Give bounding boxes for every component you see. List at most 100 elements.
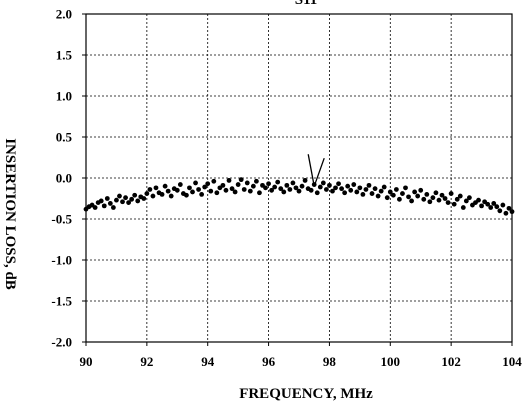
data-point [229, 186, 235, 192]
x-tick-labels: 90 92 94 96 98 100 102 104 [80, 342, 522, 369]
y-tick-labels: 2.0 1.5 1.0 0.5 0.0 -0.5 -1.0 -1.5 -2.0 [51, 7, 86, 350]
data-point [114, 197, 119, 203]
data-point [479, 203, 484, 209]
data-point [390, 192, 396, 198]
data-point [120, 199, 125, 205]
data-point [141, 196, 147, 201]
y-tick-label: 0.5 [56, 130, 73, 145]
data-point [193, 180, 198, 186]
data-point [184, 192, 189, 198]
data-point [460, 205, 466, 210]
x-tick-label: 96 [262, 354, 276, 369]
data-point [132, 192, 138, 198]
data-point [266, 181, 271, 187]
data-point [381, 184, 387, 190]
data-point [314, 190, 320, 196]
data-point [129, 196, 135, 202]
data-point [485, 201, 491, 207]
data-point [339, 186, 344, 192]
data-point [336, 181, 341, 187]
data-point [503, 210, 509, 216]
data-point [293, 185, 299, 191]
x-axis-title: FREQUENCY, MHz [239, 386, 373, 402]
data-point [302, 178, 308, 183]
data-point [351, 182, 357, 187]
data-point [330, 188, 335, 194]
y-tick-label: -1.0 [51, 253, 72, 268]
y-tick-label: 0.0 [56, 171, 72, 186]
data-point [393, 187, 399, 192]
data-point [467, 195, 472, 201]
data-point [98, 198, 104, 204]
data-point [241, 187, 247, 192]
data-point [463, 198, 469, 204]
chart-title: S11 [295, 0, 318, 8]
data-point [421, 196, 427, 202]
data-point [250, 183, 256, 189]
data-point [153, 185, 159, 191]
data-point [333, 185, 338, 191]
data-point [454, 196, 460, 202]
data-point [150, 193, 156, 199]
data-point [174, 187, 180, 193]
data-point [196, 187, 201, 192]
data-point [177, 182, 183, 187]
data-point [412, 189, 418, 195]
data-point [238, 177, 244, 183]
x-tick-label: 90 [80, 354, 93, 369]
data-point [235, 182, 241, 187]
data-point [278, 186, 284, 192]
data-point [424, 192, 430, 197]
data-point [439, 192, 445, 198]
data-point [345, 183, 351, 189]
y-tick-label: 2.0 [56, 7, 72, 22]
data-point [494, 204, 500, 210]
data-point [418, 187, 424, 193]
data-point [165, 188, 171, 194]
data-point [342, 190, 348, 196]
y-tick-label: -0.5 [51, 212, 72, 227]
data-point [220, 182, 226, 188]
data-point [387, 189, 393, 195]
data-point [488, 205, 494, 210]
data-point [363, 187, 369, 192]
arrow-stroke-right [313, 157, 325, 187]
data-point [117, 193, 122, 199]
data-point [123, 195, 128, 201]
data-point [284, 182, 290, 188]
data-point [135, 198, 141, 204]
data-point [275, 179, 281, 185]
data-point [406, 194, 411, 200]
x-tick-label: 92 [140, 354, 153, 369]
data-point [375, 193, 381, 199]
data-points [83, 177, 515, 216]
data-point [281, 189, 287, 195]
data-point [476, 197, 481, 203]
data-point [299, 183, 305, 189]
data-point [509, 209, 515, 215]
data-point [372, 186, 378, 192]
data-point [92, 205, 98, 210]
data-point [427, 199, 433, 205]
y-tick-label: -2.0 [51, 335, 72, 350]
data-point [199, 192, 205, 197]
y-axis-title: INSERTION LOSS, dB [2, 138, 18, 290]
data-point [208, 188, 214, 194]
data-point [366, 182, 372, 188]
y-tick-label: 1.5 [56, 48, 73, 63]
data-point [126, 200, 131, 206]
arrow-annotation [307, 154, 325, 187]
data-point [451, 201, 457, 207]
data-point [491, 201, 497, 206]
data-point [430, 195, 436, 201]
data-point [190, 189, 195, 195]
y-tick-label: 1.0 [56, 89, 72, 104]
data-point [110, 205, 116, 210]
y-tick-label: -1.5 [51, 294, 72, 309]
data-point [205, 181, 211, 187]
data-point [290, 180, 296, 186]
plot-grid [86, 14, 512, 342]
data-point [323, 187, 329, 192]
data-point [254, 178, 259, 184]
